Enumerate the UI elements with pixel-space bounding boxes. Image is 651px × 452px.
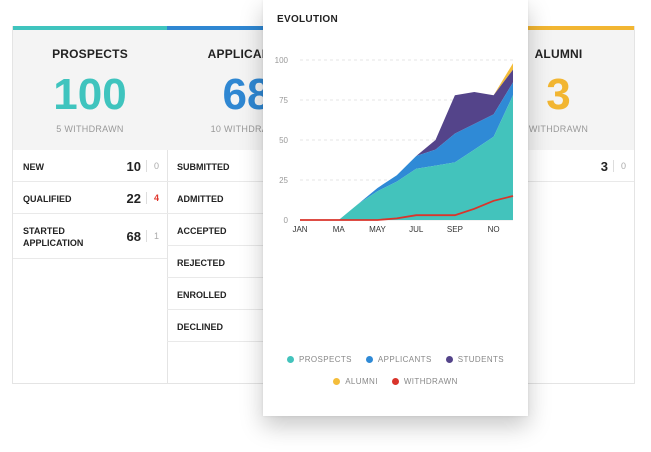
legend-dot-icon	[445, 356, 453, 363]
legend-item-alumni[interactable]: ALUMNI	[333, 377, 378, 386]
row-label: STARTED APPLICATION	[23, 225, 83, 249]
x-tick-label: MA	[333, 225, 346, 234]
applicants-row-declined[interactable]: DECLINED	[167, 310, 327, 342]
evolution-chart: 0 25 50 75 100 JAN MA MAY JUL SEP NO	[275, 56, 514, 234]
legend-item-prospects[interactable]: PROSPECTS	[286, 355, 352, 364]
legend-label: PROSPECTS	[298, 355, 352, 364]
legend-dot-icon	[333, 378, 341, 385]
alumni-withdrawn: WITHDRAWN	[528, 124, 589, 134]
row-value: 10	[126, 159, 141, 174]
row-label: ACCEPTED	[177, 226, 227, 236]
legend-label: STUDENTS	[457, 355, 505, 364]
alumni-title: ALUMNI	[534, 47, 583, 61]
row-withdrawn: 0	[153, 161, 159, 171]
row-label: NEW	[23, 162, 44, 172]
prospects-column: PROSPECTS 100 5 WITHDRAWN NEW 10 0 QUALI…	[13, 26, 168, 383]
prospects-row-started-application[interactable]: STARTED APPLICATION 68 1	[13, 214, 167, 259]
prospects-title: PROSPECTS	[52, 47, 128, 61]
row-withdrawn: 0	[620, 161, 626, 171]
legend-label: WITHDRAWN	[403, 377, 458, 386]
x-tick-label: NO	[488, 225, 500, 234]
row-value: 68	[126, 229, 141, 244]
legend-item-students[interactable]: STUDENTS	[445, 355, 505, 364]
row-divider	[146, 160, 147, 172]
applicants-row-admitted[interactable]: ADMITTED	[167, 182, 327, 214]
line-withdrawn	[300, 195, 514, 221]
row-label: REJECTED	[177, 258, 226, 268]
chart-legend: PROSPECTS APPLICANTS STUDENTS ALUMNI WITHDR…	[263, 355, 528, 399]
evolution-popup: EVOLUTION 0 25 50 75 100 JAN MA MAY JUL SEP NO PRO…	[263, 0, 528, 416]
applicants-row-enrolled[interactable]: ENROLLED	[167, 278, 327, 310]
x-tick-label: JAN	[292, 225, 307, 234]
row-divider	[613, 160, 614, 172]
row-withdrawn: 1	[153, 231, 159, 241]
prospects-row-qualified[interactable]: QUALIFIED 22 4	[13, 182, 167, 214]
applicants-row-rejected[interactable]: REJECTED	[167, 246, 327, 278]
x-tick-label: MAY	[369, 225, 386, 234]
evolution-title: EVOLUTION	[277, 14, 339, 25]
y-tick-label: 50	[279, 136, 288, 145]
prospects-count: 100	[53, 70, 127, 119]
area-applicants	[300, 82, 513, 221]
x-tick-label: SEP	[447, 225, 463, 234]
legend-dot-icon	[391, 378, 399, 385]
legend-label: APPLICANTS	[377, 355, 432, 364]
row-value: 22	[126, 191, 141, 206]
applicants-withdrawn: 10 WITHDRAWN	[210, 124, 284, 134]
row-label: SUBMITTED	[177, 162, 230, 172]
y-tick-label: 0	[284, 216, 289, 225]
row-value: 3	[600, 159, 608, 174]
legend-item-applicants[interactable]: APPLICANTS	[365, 355, 432, 364]
row-label-line1: STARTED	[23, 226, 65, 236]
legend-label: ALUMNI	[345, 377, 378, 386]
alumni-row[interactable]: 3 0	[483, 150, 634, 182]
row-divider	[146, 230, 147, 242]
row-divider	[146, 192, 147, 204]
legend-item-withdrawn[interactable]: WITHDRAWN	[391, 377, 458, 386]
area-students	[300, 69, 513, 220]
row-label: ENROLLED	[177, 290, 227, 300]
legend-dot-icon	[365, 356, 373, 363]
area-prospects	[300, 95, 513, 220]
y-tick-label: 100	[275, 56, 289, 65]
x-tick-label: JUL	[409, 225, 424, 234]
prospects-header[interactable]: PROSPECTS 100 5 WITHDRAWN	[13, 26, 167, 150]
row-label: ADMITTED	[177, 194, 224, 204]
y-tick-label: 75	[279, 96, 288, 105]
applicants-row-accepted[interactable]: ACCEPTED	[167, 214, 327, 246]
legend-dot-icon	[286, 356, 294, 363]
row-withdrawn: 4	[153, 193, 159, 203]
row-label-line2: APPLICATION	[23, 238, 84, 248]
prospects-row-new[interactable]: NEW 10 0	[13, 150, 167, 182]
row-label: QUALIFIED	[23, 194, 72, 204]
alumni-count: 3	[546, 70, 571, 119]
row-label: DECLINED	[177, 322, 224, 332]
prospects-withdrawn: 5 WITHDRAWN	[56, 124, 124, 134]
y-tick-label: 25	[279, 176, 288, 185]
applicants-row-submitted[interactable]: SUBMITTED	[167, 150, 327, 182]
